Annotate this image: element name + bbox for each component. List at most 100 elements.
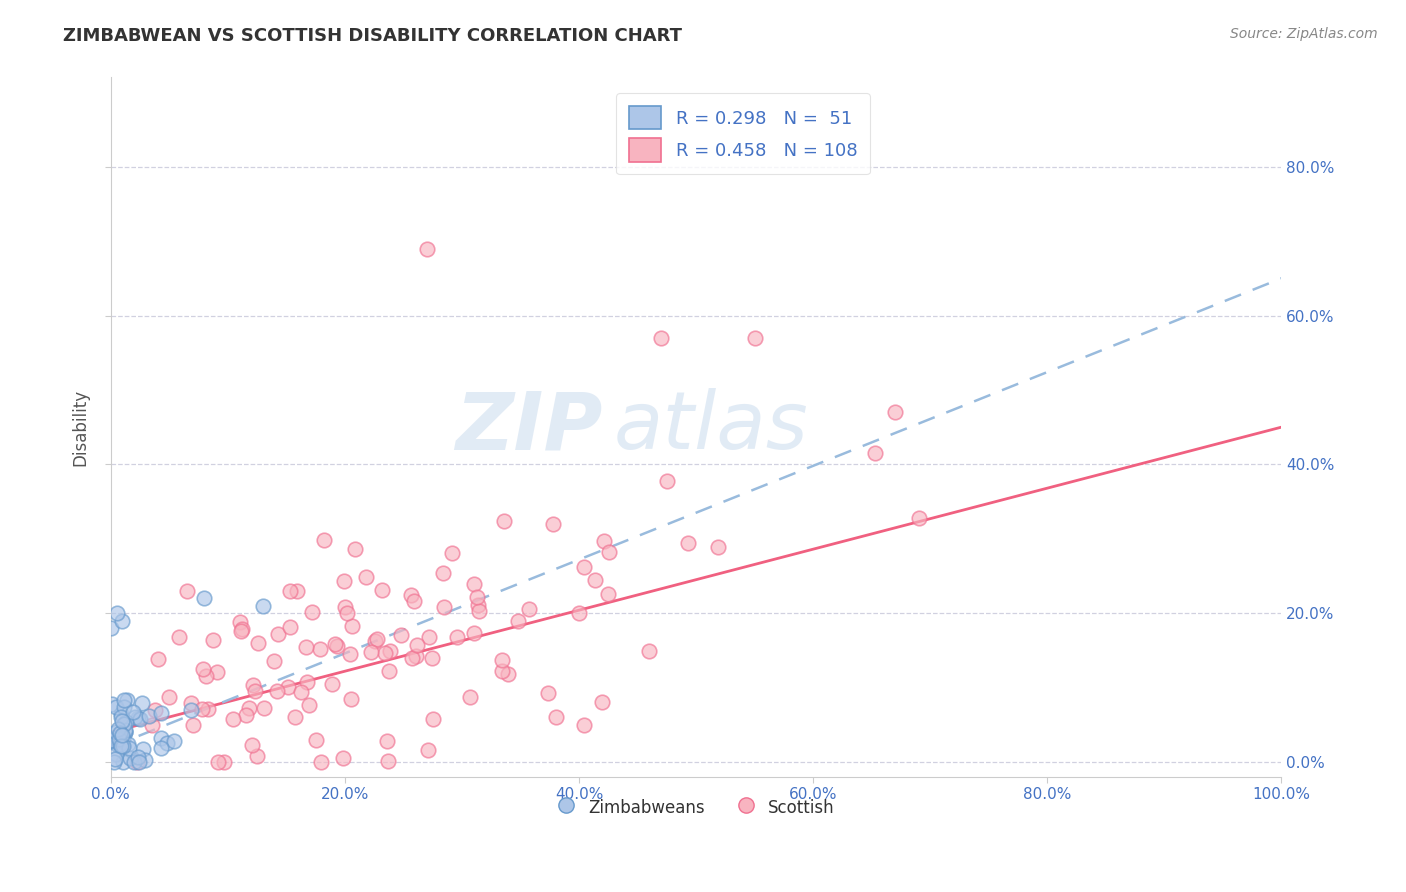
Point (598, 545, 620, 559)
Point (134, 753, 156, 767)
Y-axis label: Disability: Disability (72, 389, 89, 466)
Point (463, 626, 485, 640)
Point (465, 591, 488, 605)
Point (422, 712, 444, 726)
Point (544, 710, 567, 724)
Point (190, 702, 212, 716)
Point (197, 702, 219, 716)
Point (335, 600, 357, 615)
Point (308, 641, 330, 656)
Point (744, 331, 766, 345)
Point (492, 514, 515, 528)
Point (117, 737, 139, 751)
Point (120, 750, 142, 764)
Point (105, 747, 128, 761)
Point (193, 591, 215, 606)
Point (115, 693, 138, 707)
Point (100, 621, 122, 635)
Point (127, 711, 149, 725)
Point (263, 655, 285, 669)
Point (229, 624, 252, 638)
Point (491, 664, 513, 678)
Point (399, 588, 422, 602)
Point (354, 570, 377, 584)
Point (247, 636, 270, 650)
Point (446, 630, 468, 644)
Point (865, 446, 887, 460)
Point (127, 755, 149, 769)
Point (138, 708, 160, 723)
Point (326, 640, 349, 654)
Point (416, 242, 439, 256)
Point (141, 717, 163, 731)
Point (340, 692, 363, 706)
Point (285, 584, 308, 599)
Point (201, 633, 224, 648)
Point (122, 705, 145, 719)
Point (336, 606, 359, 620)
Point (280, 584, 302, 599)
Point (128, 755, 150, 769)
Point (110, 706, 132, 721)
Point (108, 726, 131, 740)
Point (418, 630, 440, 644)
Point (340, 619, 363, 633)
Point (309, 755, 332, 769)
Point (585, 573, 607, 587)
Point (420, 651, 443, 665)
Point (637, 644, 659, 658)
Point (163, 734, 186, 748)
Point (375, 734, 398, 748)
Point (374, 646, 396, 660)
Point (568, 606, 591, 620)
Point (195, 669, 218, 683)
Point (112, 733, 135, 747)
Point (433, 599, 456, 614)
Point (112, 739, 135, 753)
Point (114, 725, 136, 739)
Point (246, 748, 269, 763)
Point (404, 594, 426, 608)
Point (463, 576, 485, 591)
Point (290, 685, 312, 699)
Point (157, 690, 180, 704)
Point (101, 697, 124, 711)
Point (467, 598, 489, 612)
Point (231, 622, 253, 636)
Point (323, 637, 346, 651)
Point (107, 738, 129, 752)
Point (111, 728, 134, 742)
Point (252, 599, 274, 613)
Point (238, 700, 260, 714)
Point (278, 620, 301, 634)
Point (124, 710, 146, 724)
Point (114, 717, 136, 731)
Point (235, 708, 257, 723)
Point (115, 715, 138, 730)
Point (105, 737, 128, 751)
Point (100, 733, 122, 747)
Point (229, 615, 252, 629)
Point (312, 533, 335, 547)
Text: Source: ZipAtlas.com: Source: ZipAtlas.com (1230, 27, 1378, 41)
Point (458, 690, 481, 705)
Point (114, 725, 136, 739)
Point (305, 732, 328, 747)
Point (517, 601, 540, 615)
Legend: Zimbabweans, Scottish: Zimbabweans, Scottish (551, 791, 841, 824)
Point (111, 614, 134, 628)
Point (112, 693, 135, 707)
Point (491, 653, 513, 667)
Point (416, 743, 439, 757)
Point (112, 700, 135, 714)
Point (167, 630, 190, 644)
Text: ZIMBABWEAN VS SCOTTISH DISABILITY CORRELATION CHART: ZIMBABWEAN VS SCOTTISH DISABILITY CORREL… (63, 27, 682, 45)
Point (266, 684, 288, 698)
Point (245, 683, 267, 698)
Point (467, 604, 489, 618)
Point (207, 755, 229, 769)
Point (574, 559, 596, 574)
Point (156, 736, 179, 750)
Point (650, 331, 672, 345)
Point (207, 665, 229, 680)
